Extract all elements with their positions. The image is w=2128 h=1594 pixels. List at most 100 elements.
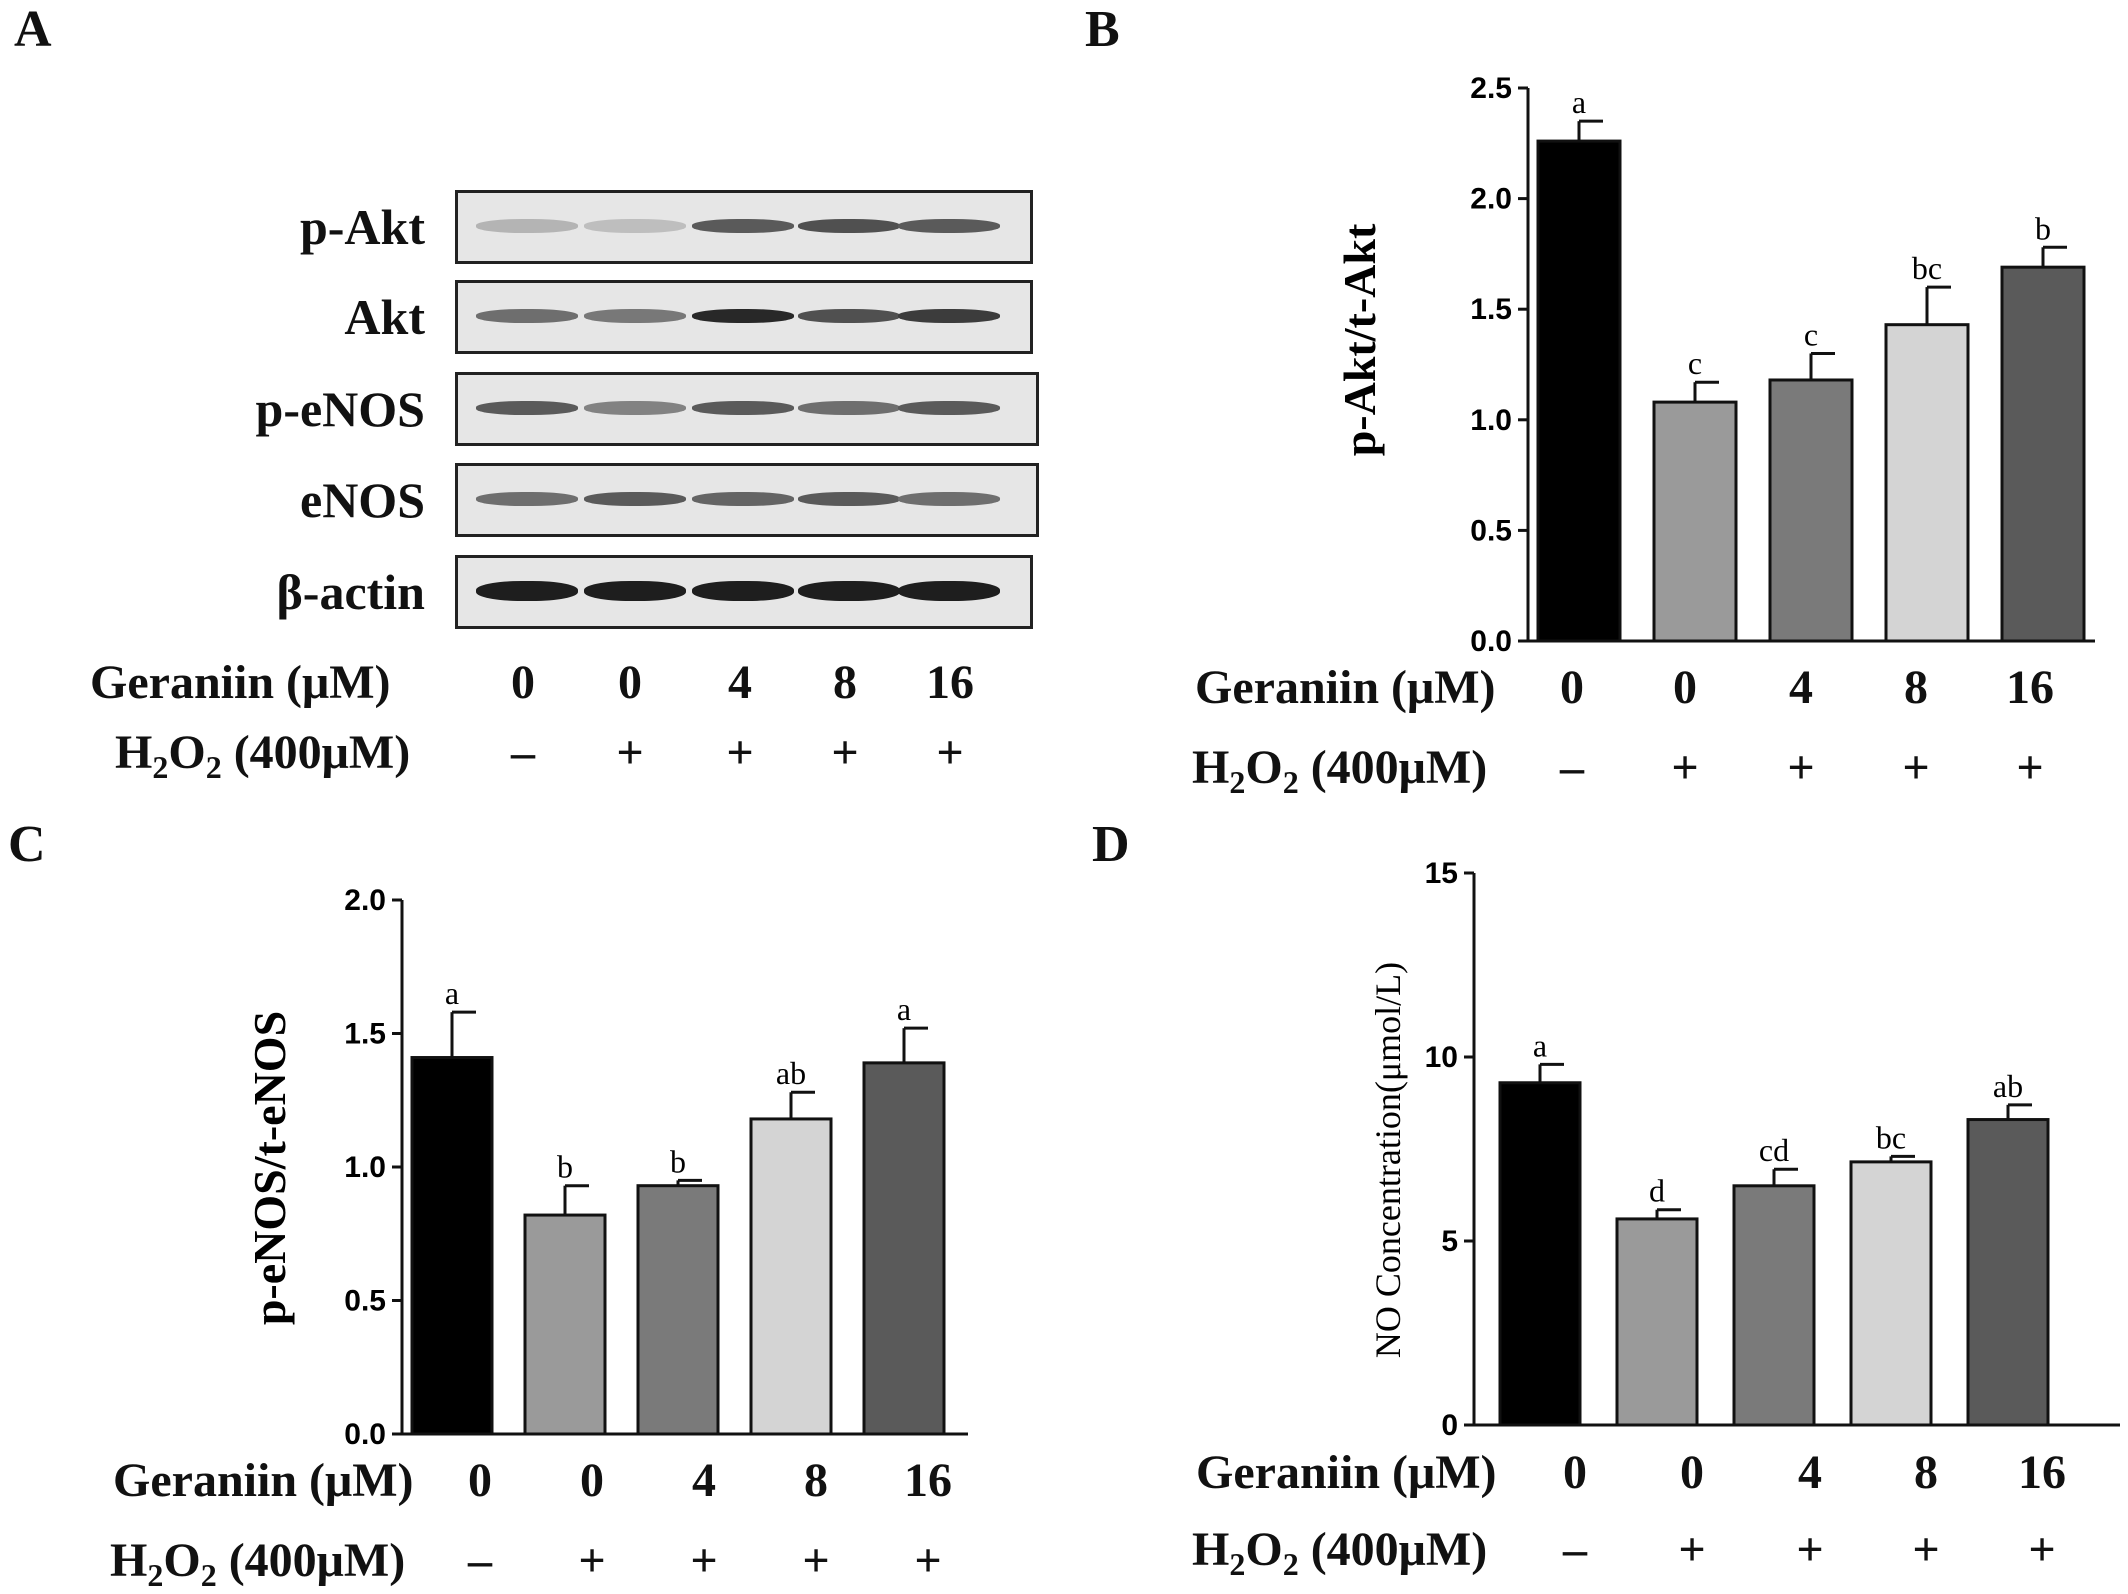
blot-band [692, 581, 794, 601]
y-tick-label: 0.5 [1470, 514, 1512, 547]
blot-geraniin-value: 0 [511, 656, 535, 709]
y-tick-label: 0.5 [344, 1285, 386, 1318]
blot-strip [455, 280, 1033, 354]
blot-band [584, 581, 686, 601]
blot-row-label: p-eNOS [255, 381, 425, 437]
geraniin-value: 8 [1914, 1446, 1938, 1499]
significance-letter: a [1533, 1027, 1547, 1063]
significance-letter: c [1688, 345, 1702, 381]
blot-strip [455, 372, 1039, 446]
blot-row-label: p-Akt [299, 199, 425, 255]
blot-strip [455, 463, 1039, 537]
h2o2-label-part: 2 [1282, 1546, 1299, 1582]
panel-letter-a: A [14, 1, 52, 58]
blot-geraniin-value: 4 [728, 656, 752, 709]
blot-strip [455, 555, 1033, 629]
blot-strip [455, 190, 1033, 264]
h2o2-label-part: 2 [205, 749, 222, 785]
bar [1768, 378, 1854, 643]
h2o2-value: + [1912, 1523, 1940, 1576]
blot-band [798, 309, 900, 323]
h2o2-label-part: H [1192, 1523, 1230, 1576]
bar [749, 1117, 833, 1436]
blot-band [584, 219, 686, 233]
panel-letter-c: C [8, 816, 46, 873]
h2o2-value: + [914, 1534, 942, 1587]
geraniin-value: 0 [1680, 1446, 1704, 1499]
panel-letter-b: B [1085, 1, 1120, 58]
y-axis-label: NO Concentration(μmol/L) [1368, 962, 1408, 1358]
geraniin-value: 0 [580, 1454, 604, 1507]
y-tick-label: 2.5 [1470, 72, 1512, 105]
blot-band [476, 219, 578, 233]
h2o2-value: + [2028, 1523, 2056, 1576]
h2o2-label: H2O2 (400μM) [1192, 740, 1487, 801]
blot-h2o2-value: + [936, 726, 964, 779]
h2o2-label-part: (400μM) [1298, 1523, 1488, 1576]
blot-band [692, 309, 794, 323]
y-tick-label: 1.5 [1470, 293, 1512, 326]
blot-band [584, 401, 686, 415]
h2o2-label-part: O [1245, 741, 1283, 794]
h2o2-value: + [1796, 1523, 1824, 1576]
h2o2-label-part: 2 [1229, 764, 1246, 800]
geraniin-value: 8 [804, 1454, 828, 1507]
blot-h2o2-value: – [511, 726, 535, 779]
significance-letter: b [2035, 210, 2051, 246]
geraniin-value: 16 [2018, 1446, 2066, 1499]
h2o2-label-part: 2 [200, 1557, 217, 1593]
y-tick-label: 1.0 [1470, 404, 1512, 437]
geraniin-label: Geraniin (μM) [1196, 1446, 1497, 1499]
blot-band [584, 309, 686, 323]
h2o2-label-part: 2 [152, 749, 169, 785]
h2o2-value: + [1671, 741, 1699, 794]
bar [1536, 139, 1622, 643]
h2o2-value: – [1563, 1523, 1587, 1576]
h2o2-value: + [1902, 741, 1930, 794]
significance-letter: bc [1912, 250, 1942, 286]
blot-band [898, 492, 1000, 506]
significance-letter: c [1804, 316, 1818, 352]
bar [523, 1213, 607, 1436]
h2o2-value: – [468, 1534, 492, 1587]
h2o2-label-part: H [1192, 741, 1230, 794]
blot-band [692, 401, 794, 415]
blot-band [476, 401, 578, 415]
bar [1652, 400, 1738, 643]
bar [636, 1184, 720, 1436]
y-tick-label: 2.0 [1470, 183, 1512, 216]
geraniin-value: 0 [468, 1454, 492, 1507]
blot-h2o2-value: + [616, 726, 644, 779]
blot-row-label: eNOS [300, 472, 425, 528]
geraniin-value: 16 [2006, 661, 2054, 714]
h2o2-label: H2O2 (400μM) [1192, 1522, 1487, 1583]
geraniin-value: 0 [1560, 661, 1584, 714]
h2o2-label-part: (400μM) [1298, 741, 1488, 794]
significance-letter: bc [1876, 1119, 1906, 1155]
geraniin-value: 4 [692, 1454, 716, 1507]
blot-geraniin-value: 0 [618, 656, 642, 709]
geraniin-value: 4 [1789, 661, 1813, 714]
bar [862, 1061, 946, 1436]
bar [1615, 1217, 1699, 1427]
blot-band [798, 401, 900, 415]
blot-band [692, 219, 794, 233]
blot-band [798, 492, 900, 506]
bar [1498, 1081, 1582, 1427]
y-axis-label: p-eNOS/t-eNOS [244, 1011, 295, 1325]
h2o2-label-part: (400μM) [221, 726, 411, 779]
panel-letter-d: D [1092, 816, 1130, 873]
blot-h2o2-label: H2O2 (400μM) [115, 725, 410, 786]
blot-band [584, 492, 686, 506]
significance-letter: ab [1993, 1068, 2023, 1104]
blot-band [692, 492, 794, 506]
h2o2-value: + [690, 1534, 718, 1587]
blot-band [898, 219, 1000, 233]
h2o2-label-part: O [168, 726, 206, 779]
h2o2-label-part: (400μM) [216, 1534, 406, 1587]
significance-letter: cd [1759, 1132, 1789, 1168]
h2o2-value: + [2016, 741, 2044, 794]
y-tick-label: 1.5 [344, 1018, 386, 1051]
bar [2000, 265, 2086, 643]
